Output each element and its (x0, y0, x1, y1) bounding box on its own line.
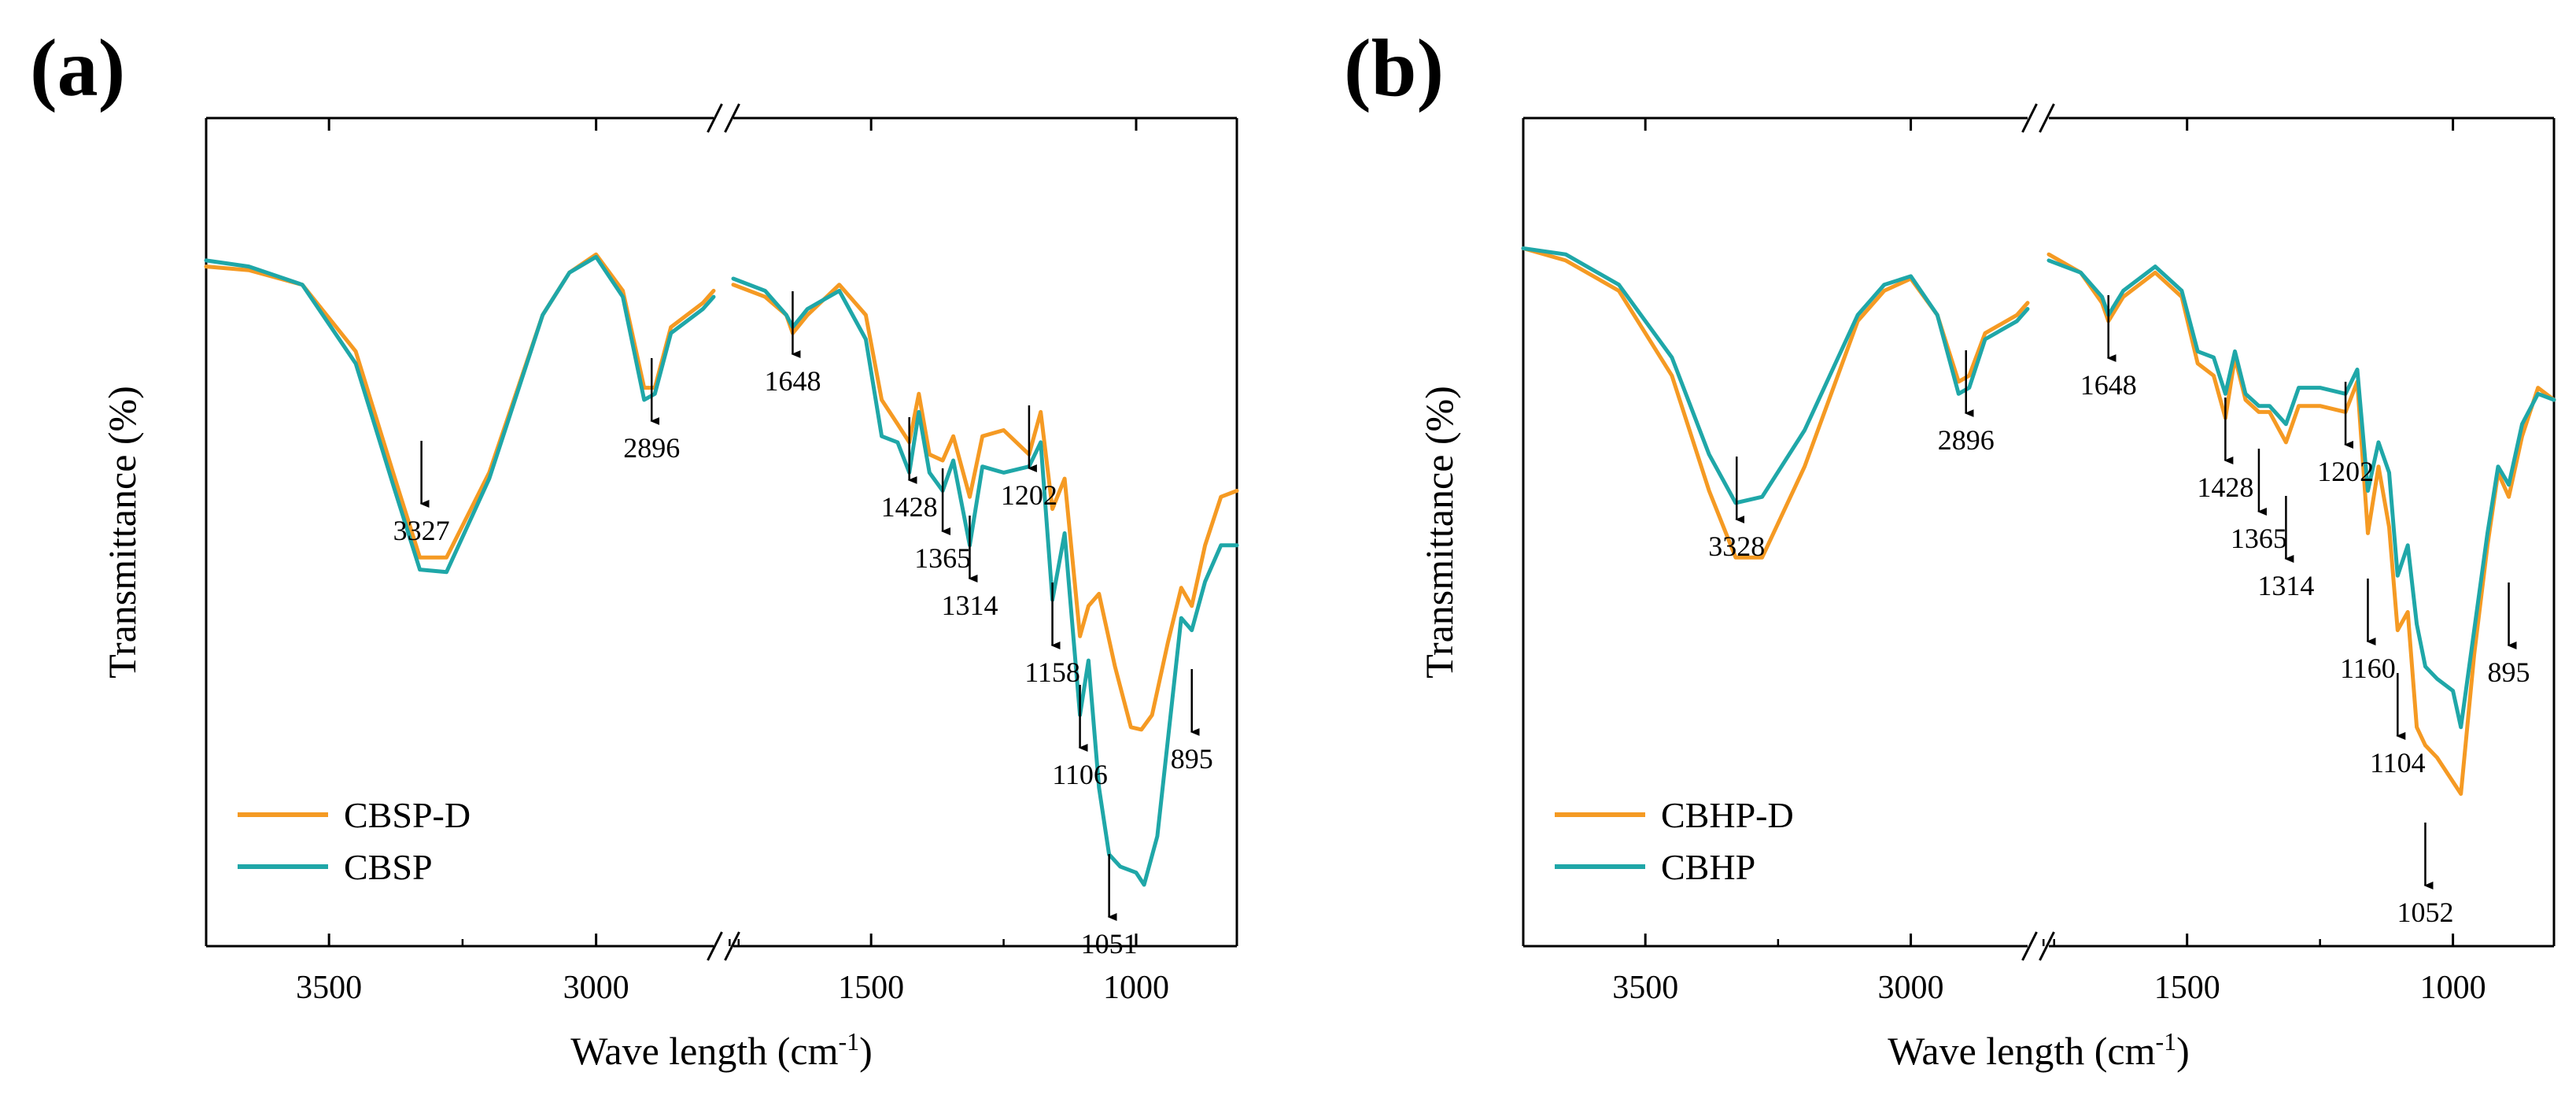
series-line-cbhp-d-right (2046, 252, 2556, 796)
axis-break-slash (2021, 103, 2038, 133)
legend-label-cbhp: CBHP (1661, 847, 1755, 887)
axis-break-slash (707, 103, 723, 133)
series-line-cbsp-d-right (731, 283, 1239, 732)
legend-label-cbsp: CBSP (344, 847, 433, 887)
peak-annotation-3328: 3328 (1708, 457, 1765, 562)
peak-label-1202: 1202 (2317, 456, 2374, 487)
panel-b-letter: (b) (1344, 23, 1445, 113)
peak-label-1160: 1160 (2340, 653, 2396, 684)
peak-annotation-2896: 2896 (623, 358, 680, 464)
peak-label-1648: 1648 (764, 365, 821, 397)
peak-label-3327: 3327 (393, 515, 450, 546)
peak-annotation-1428: 1428 (2197, 398, 2253, 503)
x-axis-label: Wave length (cm-1) (570, 1027, 873, 1073)
axis-break-top (707, 103, 740, 133)
panel-a-letter: (a) (30, 23, 126, 113)
series-line-cbhp-right (2046, 258, 2556, 730)
peak-label-1314: 1314 (941, 590, 998, 621)
peak-annotation-1648: 1648 (764, 291, 821, 397)
series-line-cbsp-left (204, 254, 716, 575)
axis-break-slash (2039, 931, 2055, 961)
peak-annotation-1202: 1202 (2317, 382, 2374, 487)
peak-annotation-1158: 1158 (1024, 582, 1080, 688)
axis-break-slash (707, 931, 723, 961)
peak-annotation-1052: 1052 (2397, 823, 2453, 928)
y-axis-label: Transmittance (%) (1417, 386, 1461, 679)
axis-break-slash (2021, 931, 2038, 961)
peak-label-1158: 1158 (1024, 656, 1080, 688)
peak-annotation-1202: 1202 (1001, 405, 1057, 511)
x-tick-label: 1000 (2420, 970, 2486, 1006)
peak-annotation-1160: 1160 (2340, 579, 2396, 684)
x-tick-label: 1500 (2154, 970, 2220, 1006)
peak-label-2896: 2896 (623, 432, 680, 464)
x-tick-label: 3000 (563, 970, 629, 1006)
legend-label-cbhp-d: CBHP-D (1661, 795, 1794, 835)
x-tick-label: 3500 (296, 970, 362, 1006)
axis-break-bottom (2021, 931, 2055, 961)
peak-annotation-1051: 1051 (1081, 854, 1138, 960)
chart-panel-a: 3500 3000 1500 1000 Wave length (cm-1) Transm… (100, 103, 1239, 1073)
x-tick-label: 1500 (838, 970, 904, 1006)
axis-break-slash (2039, 103, 2055, 133)
legend-label-cbsp-d: CBSP-D (344, 795, 471, 835)
peak-annotation-895: 895 (2488, 582, 2530, 688)
peak-label-1052: 1052 (2397, 897, 2453, 928)
peak-annotation-1104: 1104 (2370, 673, 2426, 778)
peak-label-1428: 1428 (881, 491, 938, 523)
series-line-cbhp-left (1521, 246, 2030, 505)
peak-label-1202: 1202 (1001, 479, 1057, 511)
axis-break-slash (724, 103, 740, 133)
peak-annotation-1314: 1314 (941, 516, 998, 621)
series-line-cbhp-d-left (1521, 246, 2030, 560)
y-axis-label: Transmittance (%) (100, 386, 144, 679)
peak-annotation-2896: 2896 (1938, 350, 1995, 456)
peak-annotation-3327: 3327 (393, 441, 450, 546)
peak-label-1365: 1365 (914, 542, 971, 574)
peak-annotation-895: 895 (1171, 669, 1213, 775)
peak-label-1314: 1314 (2257, 570, 2314, 601)
peak-label-1104: 1104 (2370, 747, 2426, 778)
chart-panel-b: 3500 3000 1500 1000 Wave length (cm-1) Transm… (1417, 103, 2556, 1073)
peak-annotation-1648: 1648 (2080, 295, 2137, 401)
series-line-cbsp-d-left (204, 252, 716, 560)
peak-annotation-1428: 1428 (881, 417, 938, 523)
peak-label-895: 895 (1171, 743, 1213, 775)
peak-annotation-1365: 1365 (914, 468, 971, 574)
peak-label-895: 895 (2488, 656, 2530, 688)
peak-label-2896: 2896 (1938, 424, 1995, 456)
x-tick-label: 3500 (1612, 970, 1678, 1006)
peak-label-1051: 1051 (1081, 928, 1138, 960)
x-tick-label: 1000 (1103, 970, 1169, 1006)
peak-annotation-1314: 1314 (2257, 496, 2314, 601)
peak-annotation-1365: 1365 (2231, 449, 2287, 554)
x-tick-label: 3000 (1878, 970, 1944, 1006)
x-axis-label: Wave length (cm-1) (1888, 1027, 2190, 1073)
peak-label-1648: 1648 (2080, 369, 2137, 401)
peak-label-3328: 3328 (1708, 531, 1765, 562)
axis-break-slash (724, 931, 740, 961)
peak-label-1365: 1365 (2231, 523, 2287, 554)
axis-break-bottom (707, 931, 740, 961)
peak-annotation-1106: 1106 (1052, 685, 1108, 790)
peak-label-1428: 1428 (2197, 471, 2253, 503)
peak-label-1106: 1106 (1052, 759, 1108, 790)
axis-break-top (2021, 103, 2055, 133)
